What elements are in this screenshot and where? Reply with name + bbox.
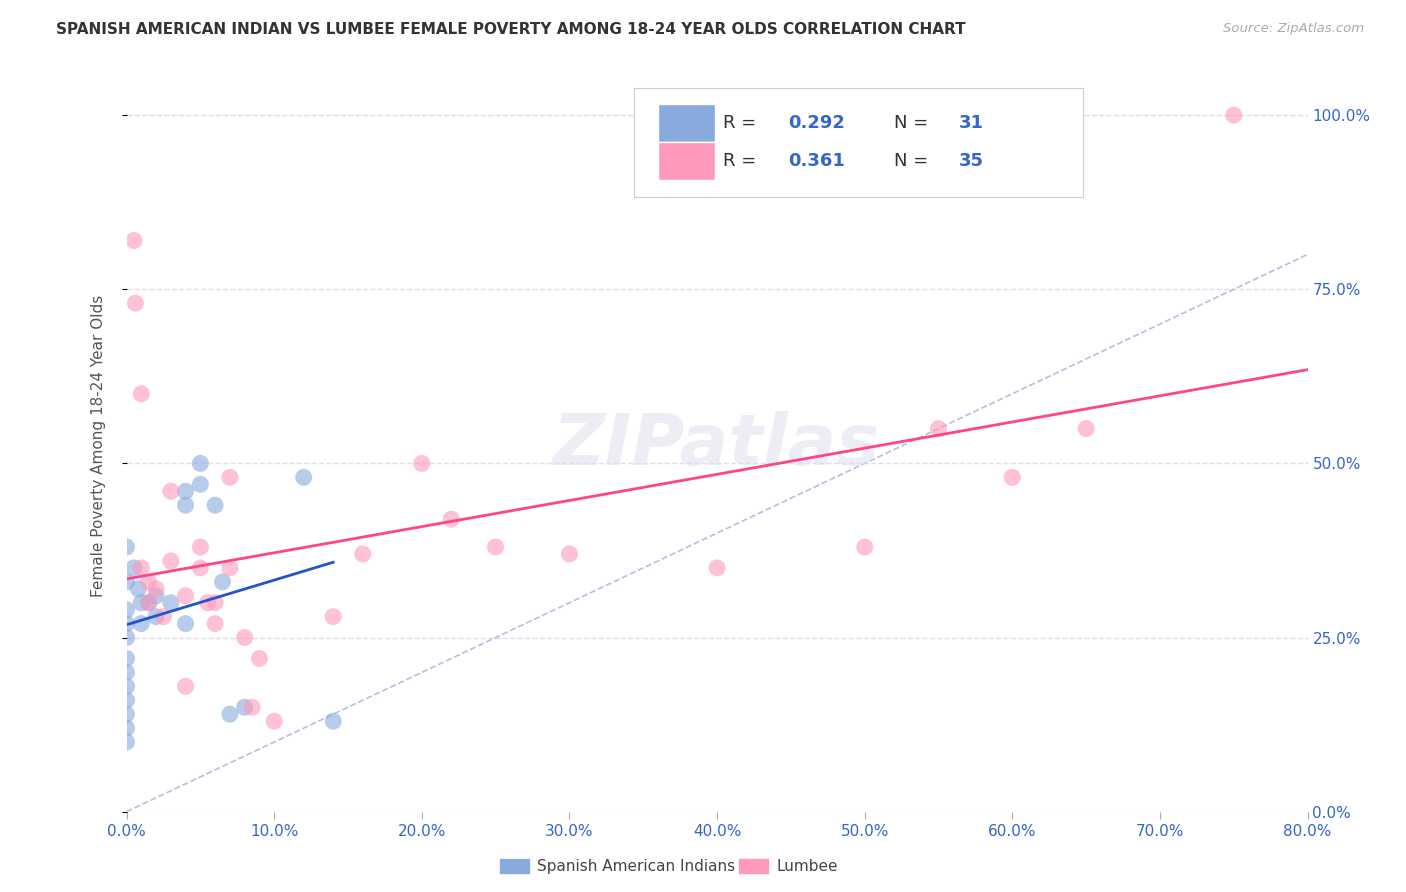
FancyBboxPatch shape [634,87,1083,197]
Point [115,721,138,735]
Point [115,631,138,645]
Point [219,707,242,722]
Point [322,714,344,728]
Point [197,596,219,610]
Point [122,561,145,575]
Point [440,512,463,526]
Point [211,574,233,589]
Point [152,609,174,624]
Point [204,596,226,610]
Point [263,714,285,728]
Point [115,735,138,749]
Point [115,603,138,617]
Point [115,679,138,693]
Point [174,679,197,693]
Point [1222,108,1246,122]
Point [204,616,226,631]
Point [115,693,138,707]
Point [129,596,153,610]
Point [204,498,226,512]
Point [219,561,242,575]
Text: N =: N = [894,113,934,132]
Point [159,596,183,610]
Point [115,574,138,589]
Point [145,609,167,624]
Point [145,589,167,603]
Point [240,700,263,714]
Text: R =: R = [723,113,762,132]
Point [233,700,256,714]
Point [115,616,138,631]
Point [853,540,876,554]
Point [411,457,433,471]
FancyBboxPatch shape [658,103,714,142]
Text: N =: N = [894,152,934,169]
Point [188,540,211,554]
Point [122,234,145,248]
Point [174,498,197,512]
Point [174,589,197,603]
Point [558,547,581,561]
Point [174,484,197,499]
Point [129,561,153,575]
Text: R =: R = [723,152,762,169]
Point [159,554,183,568]
Point [219,470,242,484]
Point [124,296,146,310]
Point [115,665,138,680]
Point [138,574,160,589]
Text: ZIPatlas: ZIPatlas [554,411,880,481]
Y-axis label: Female Poverty Among 18-24 Year Olds: Female Poverty Among 18-24 Year Olds [91,295,105,597]
Point [1001,470,1024,484]
FancyBboxPatch shape [658,142,714,180]
Text: SPANISH AMERICAN INDIAN VS LUMBEE FEMALE POVERTY AMONG 18-24 YEAR OLDS CORRELATI: SPANISH AMERICAN INDIAN VS LUMBEE FEMALE… [56,22,966,37]
Point [129,616,153,631]
Point [145,582,167,596]
Text: Source: ZipAtlas.com: Source: ZipAtlas.com [1223,22,1364,36]
Point [188,561,211,575]
Point [115,707,138,722]
Point [188,457,211,471]
Point [138,596,160,610]
Point [129,386,153,401]
Text: Lumbee: Lumbee [776,859,838,873]
Text: 31: 31 [959,113,984,132]
Text: Spanish American Indians: Spanish American Indians [537,859,735,873]
Point [127,582,149,596]
Point [322,609,344,624]
Point [115,540,138,554]
Point [159,484,183,499]
Text: 35: 35 [959,152,984,169]
Point [928,421,950,435]
Point [484,540,508,554]
Text: 0.361: 0.361 [787,152,845,169]
Point [292,470,315,484]
Point [138,596,160,610]
Point [706,561,728,575]
Point [233,631,256,645]
Point [247,651,270,665]
Point [174,616,197,631]
Point [188,477,211,491]
Point [115,651,138,665]
Point [352,547,374,561]
Text: 0.292: 0.292 [787,113,845,132]
Point [1076,421,1098,435]
